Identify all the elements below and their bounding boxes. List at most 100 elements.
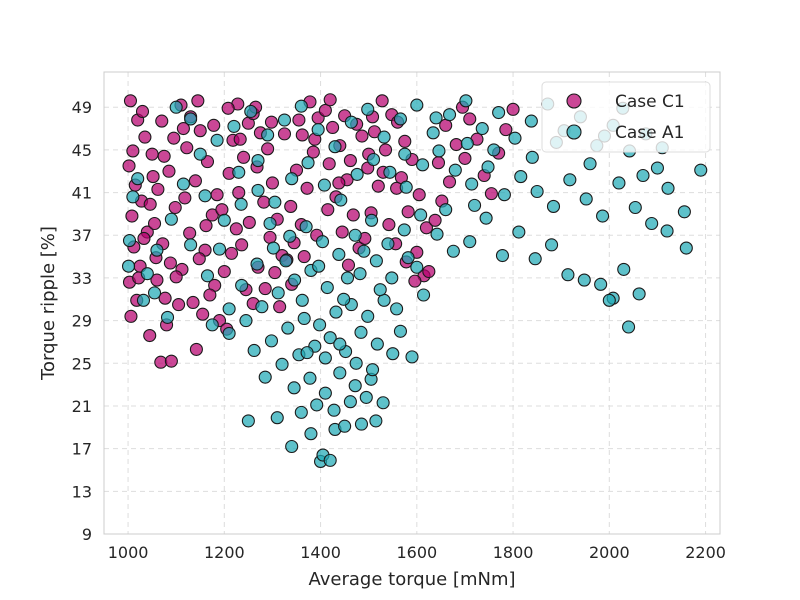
data-point <box>310 398 324 412</box>
data-point <box>416 288 431 302</box>
data-point <box>632 287 646 301</box>
data-point <box>481 160 495 174</box>
data-point <box>495 248 510 263</box>
data-point <box>304 427 318 441</box>
data-point <box>492 105 506 120</box>
data-point <box>465 177 479 191</box>
data-point <box>150 273 164 287</box>
data-point <box>401 251 415 265</box>
data-point <box>143 197 157 211</box>
data-point <box>383 165 397 179</box>
data-point <box>271 286 285 300</box>
data-point <box>353 267 367 281</box>
data-point <box>215 203 229 217</box>
data-point <box>399 180 413 194</box>
legend-marker <box>566 124 582 140</box>
data-point <box>160 310 175 324</box>
data-point <box>350 167 364 181</box>
data-point <box>376 396 390 410</box>
legend-label: Case A1 <box>615 123 684 143</box>
data-point <box>333 337 347 351</box>
data-point <box>375 94 389 108</box>
data-point <box>224 246 239 260</box>
data-point <box>169 270 183 284</box>
data-point <box>136 293 151 307</box>
data-point <box>229 222 243 236</box>
data-point <box>261 128 275 142</box>
y-tick-label: 9 <box>82 525 92 544</box>
y-tick-label: 49 <box>72 98 92 117</box>
data-point <box>327 403 341 417</box>
data-point <box>530 184 544 199</box>
data-point <box>186 295 200 310</box>
data-point <box>579 192 593 206</box>
data-point <box>295 128 309 142</box>
data-point <box>284 199 298 213</box>
y-tick-labels: 9 13 17 21 25 29 33 37 41 45 49 <box>72 98 92 544</box>
data-point <box>373 283 387 297</box>
data-point <box>255 300 269 314</box>
data-point <box>422 264 436 279</box>
data-point <box>344 115 358 129</box>
data-point <box>679 241 693 255</box>
x-tick-label: 1200 <box>204 543 245 562</box>
data-point <box>429 111 443 125</box>
data-point <box>382 218 396 232</box>
data-points <box>121 93 708 468</box>
data-point <box>622 320 636 334</box>
data-point <box>524 114 538 128</box>
data-point <box>126 190 140 204</box>
data-point <box>525 150 539 164</box>
data-point <box>235 238 249 252</box>
data-point <box>442 175 457 189</box>
data-point <box>167 131 181 145</box>
data-point <box>317 178 331 192</box>
data-point <box>164 354 178 368</box>
data-point <box>285 172 299 186</box>
data-point <box>393 324 408 338</box>
data-point <box>188 174 202 188</box>
data-point <box>140 267 154 281</box>
data-point <box>612 176 626 190</box>
data-point <box>300 181 314 195</box>
data-point <box>446 244 460 258</box>
data-point <box>122 234 137 248</box>
data-point <box>212 242 227 256</box>
data-point <box>333 366 347 380</box>
y-tick-label: 45 <box>72 141 92 160</box>
data-point <box>459 94 473 108</box>
data-point <box>468 198 482 212</box>
data-point <box>346 208 360 222</box>
data-point <box>320 280 334 295</box>
data-point <box>172 298 186 312</box>
y-tick-label: 37 <box>72 226 92 245</box>
data-point <box>354 417 369 431</box>
data-point <box>594 277 608 291</box>
data-point <box>157 149 171 163</box>
data-point <box>137 231 151 245</box>
data-point <box>398 134 412 148</box>
data-point <box>660 224 674 238</box>
data-point <box>301 156 315 170</box>
data-point <box>401 205 415 219</box>
data-point <box>235 278 249 292</box>
data-point <box>261 142 275 156</box>
data-point <box>147 286 162 300</box>
data-point <box>196 307 210 321</box>
data-point <box>343 154 357 168</box>
data-point <box>162 164 176 178</box>
data-point <box>628 200 642 215</box>
data-point <box>192 252 206 266</box>
y-tick-label: 29 <box>72 312 92 331</box>
data-point <box>414 208 428 222</box>
data-point <box>210 188 224 202</box>
data-point <box>365 363 380 377</box>
data-point <box>602 293 616 307</box>
data-point <box>321 203 335 217</box>
data-point <box>318 351 332 365</box>
data-point <box>126 144 140 158</box>
data-point <box>287 381 301 395</box>
data-point <box>448 163 462 177</box>
data-point <box>357 244 371 258</box>
